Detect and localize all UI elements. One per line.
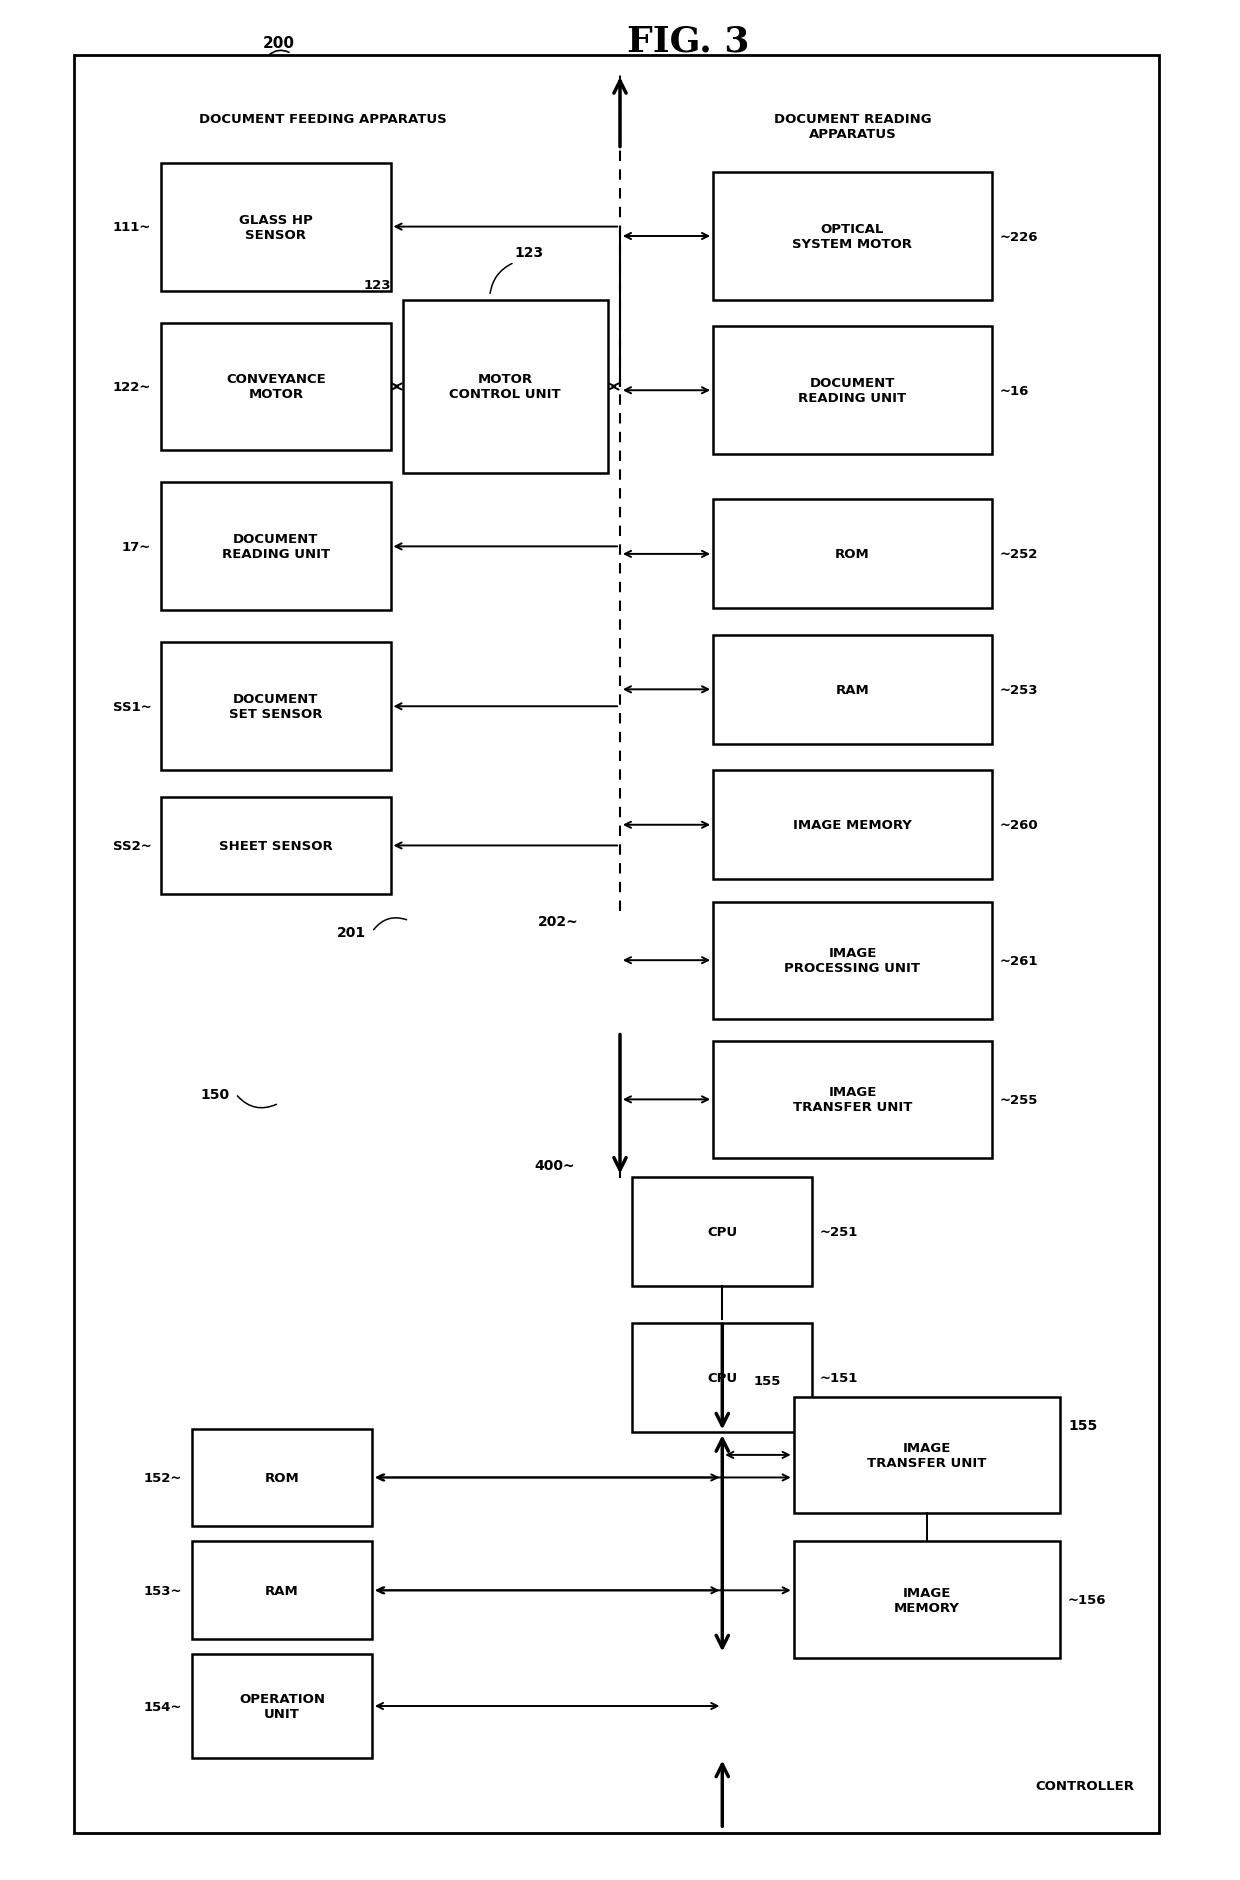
Bar — [161, 164, 391, 291]
Text: CONTROLLER: CONTROLLER — [1035, 1778, 1135, 1792]
Bar — [632, 1177, 812, 1286]
Text: RAM: RAM — [265, 1585, 299, 1596]
Text: DOCUMENT
READING UNIT: DOCUMENT READING UNIT — [799, 378, 906, 404]
Text: DOCUMENT
SET SENSOR: DOCUMENT SET SENSOR — [229, 694, 322, 720]
Text: ~252: ~252 — [999, 549, 1038, 560]
Bar — [161, 797, 391, 895]
Bar — [713, 902, 992, 1019]
Text: CPU: CPU — [707, 1372, 738, 1384]
Text: 202~: 202~ — [538, 914, 579, 929]
Text: OPERATION
UNIT: OPERATION UNIT — [239, 1692, 325, 1720]
Text: RAM: RAM — [836, 684, 869, 696]
Bar — [794, 1542, 1060, 1658]
Bar — [192, 1542, 372, 1639]
Bar — [632, 1324, 812, 1433]
Text: ROM: ROM — [835, 549, 870, 560]
Text: DOCUMENT READING
APPARATUS: DOCUMENT READING APPARATUS — [774, 113, 931, 141]
Bar — [713, 173, 992, 301]
Text: SS2~: SS2~ — [113, 840, 151, 852]
Text: 152~: 152~ — [144, 1472, 182, 1483]
Text: 400~: 400~ — [534, 1158, 575, 1173]
Bar — [74, 56, 1159, 1833]
Text: CONVEYANCE
MOTOR: CONVEYANCE MOTOR — [226, 374, 326, 400]
Text: 17~: 17~ — [122, 541, 151, 553]
Text: DOCUMENT FEEDING APPARATUS: DOCUMENT FEEDING APPARATUS — [198, 113, 446, 126]
Text: DOCUMENT
READING UNIT: DOCUMENT READING UNIT — [222, 534, 330, 560]
Text: FIG. 3: FIG. 3 — [627, 24, 749, 58]
Bar — [161, 323, 391, 451]
Text: 111~: 111~ — [113, 222, 151, 233]
Text: ~253: ~253 — [999, 684, 1038, 696]
Bar — [93, 94, 552, 912]
Text: ~16: ~16 — [999, 385, 1029, 397]
Text: IMAGE MEMORY: IMAGE MEMORY — [794, 820, 911, 831]
Text: MOTOR
CONTROL UNIT: MOTOR CONTROL UNIT — [449, 374, 562, 400]
Text: ~260: ~260 — [999, 820, 1038, 831]
Bar — [93, 1137, 1153, 1814]
Text: ~156: ~156 — [1068, 1594, 1106, 1606]
Text: ~251: ~251 — [820, 1226, 858, 1237]
Bar — [713, 635, 992, 744]
Text: ~261: ~261 — [999, 955, 1038, 966]
Bar — [794, 1397, 1060, 1513]
Bar — [192, 1429, 372, 1527]
Text: GLASS HP
SENSOR: GLASS HP SENSOR — [239, 214, 312, 241]
Text: CPU: CPU — [707, 1226, 738, 1237]
Text: IMAGE
TRANSFER UNIT: IMAGE TRANSFER UNIT — [792, 1087, 913, 1113]
Text: 200: 200 — [263, 36, 295, 51]
Bar — [161, 643, 391, 771]
Text: ~226: ~226 — [999, 231, 1038, 243]
Text: ~255: ~255 — [999, 1094, 1038, 1105]
Bar — [192, 1654, 372, 1758]
Text: 155: 155 — [754, 1374, 781, 1387]
Text: 155: 155 — [1069, 1418, 1099, 1433]
Text: 153~: 153~ — [144, 1585, 182, 1596]
Bar — [713, 1042, 992, 1158]
Bar — [713, 327, 992, 455]
Bar — [564, 94, 1141, 1156]
Bar — [161, 483, 391, 611]
Bar — [713, 771, 992, 880]
Text: 123: 123 — [363, 278, 391, 291]
Bar — [713, 500, 992, 609]
Text: 123: 123 — [515, 246, 543, 259]
Text: IMAGE
PROCESSING UNIT: IMAGE PROCESSING UNIT — [785, 948, 920, 974]
Text: 201: 201 — [337, 925, 366, 940]
Text: SS1~: SS1~ — [113, 701, 151, 713]
Text: 150: 150 — [201, 1087, 229, 1102]
Text: ~151: ~151 — [820, 1372, 858, 1384]
Text: 122~: 122~ — [113, 382, 151, 393]
Text: ROM: ROM — [264, 1472, 300, 1483]
Text: IMAGE
MEMORY: IMAGE MEMORY — [894, 1587, 960, 1613]
Text: SHEET SENSOR: SHEET SENSOR — [219, 840, 332, 852]
Text: OPTICAL
SYSTEM MOTOR: OPTICAL SYSTEM MOTOR — [792, 224, 913, 250]
Text: 154~: 154~ — [144, 1700, 182, 1713]
Bar — [403, 301, 608, 474]
Text: IMAGE
TRANSFER UNIT: IMAGE TRANSFER UNIT — [867, 1442, 987, 1468]
